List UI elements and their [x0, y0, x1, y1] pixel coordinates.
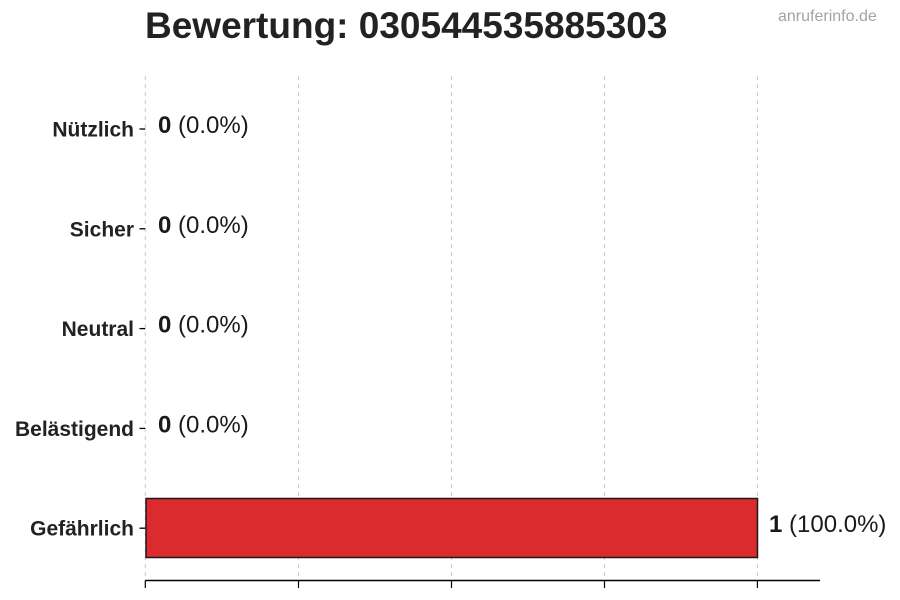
- svg-text:0 (0.0%): 0 (0.0%): [158, 411, 249, 438]
- svg-text:Gefährlich: Gefährlich: [30, 518, 134, 541]
- svg-text:Neutral: Neutral: [62, 318, 134, 341]
- svg-text:0 (0.0%): 0 (0.0%): [158, 212, 249, 239]
- svg-text:Sicher: Sicher: [70, 218, 134, 241]
- svg-text:0 (0.0%): 0 (0.0%): [158, 112, 249, 139]
- svg-text:1 (100.0%): 1 (100.0%): [769, 511, 886, 538]
- svg-text:0 (0.0%): 0 (0.0%): [158, 312, 249, 339]
- svg-text:Nützlich: Nützlich: [52, 119, 134, 142]
- svg-text:Belästigend: Belästigend: [15, 418, 134, 441]
